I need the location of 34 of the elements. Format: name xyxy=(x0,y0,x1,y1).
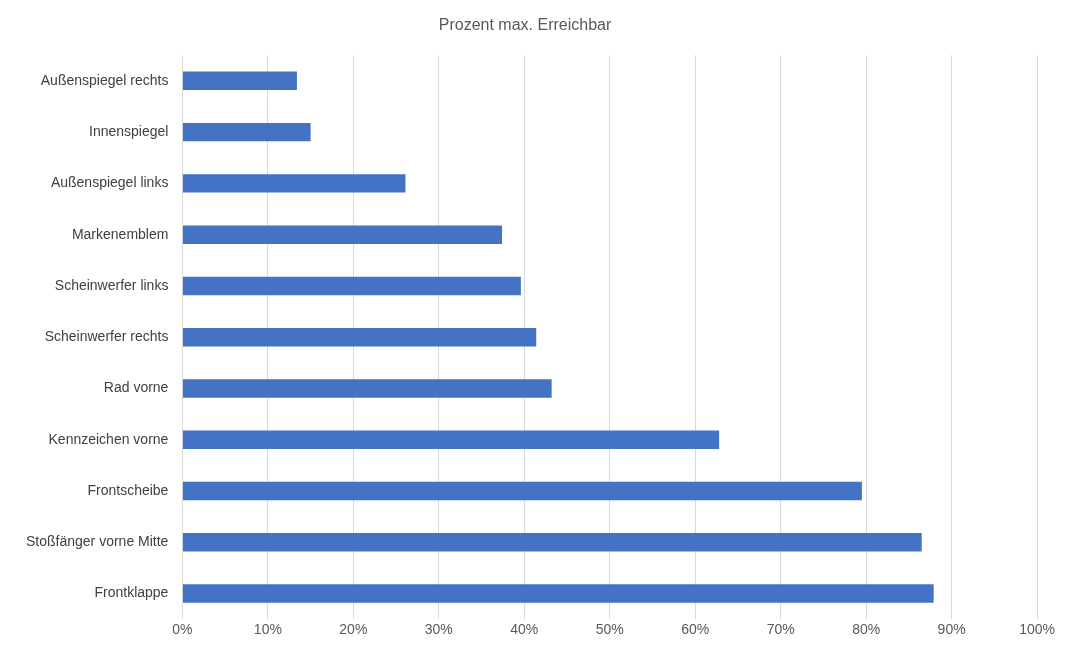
x-tick-label: 30% xyxy=(424,621,453,638)
x-tick-label: 90% xyxy=(937,621,966,638)
y-tick-label: Innenspiegel xyxy=(88,122,169,139)
y-tick-label: Frontscheibe xyxy=(87,481,169,498)
x-tick-label: 0% xyxy=(172,621,193,638)
bar xyxy=(182,481,862,501)
y-tick-label: Stoßfänger vorne Mitte xyxy=(25,533,169,550)
x-tick-label: 20% xyxy=(339,621,368,638)
y-tick-label: Außenspiegel rechts xyxy=(40,71,169,88)
bar xyxy=(182,71,297,91)
y-tick-label: Außenspiegel links xyxy=(50,174,169,191)
x-tick-label: 80% xyxy=(852,621,881,638)
x-tick-label: 50% xyxy=(595,621,624,638)
bar xyxy=(182,225,503,244)
y-tick-label: Rad vorne xyxy=(103,379,169,396)
bar xyxy=(182,533,922,552)
bar xyxy=(182,174,406,193)
bar xyxy=(182,430,720,449)
chart-title: Prozent max. Erreichbar xyxy=(438,16,612,34)
y-tick-label: Scheinwerfer rechts xyxy=(44,328,169,345)
bar xyxy=(182,276,521,296)
x-tick-label: 100% xyxy=(1019,621,1055,638)
x-tick-label: 10% xyxy=(253,621,282,638)
y-tick-label: Markenemblem xyxy=(71,225,169,242)
bar xyxy=(182,379,552,398)
x-tick-label: 70% xyxy=(766,621,795,638)
x-tick-label: 40% xyxy=(510,621,539,638)
y-tick-label: Frontklappe xyxy=(94,584,169,601)
y-tick-label: Scheinwerfer links xyxy=(54,276,169,293)
bar xyxy=(182,584,934,603)
x-tick-label: 60% xyxy=(681,621,710,638)
y-tick-label: Kennzeichen vorne xyxy=(48,430,169,447)
bar xyxy=(182,122,311,142)
bar xyxy=(182,327,537,347)
